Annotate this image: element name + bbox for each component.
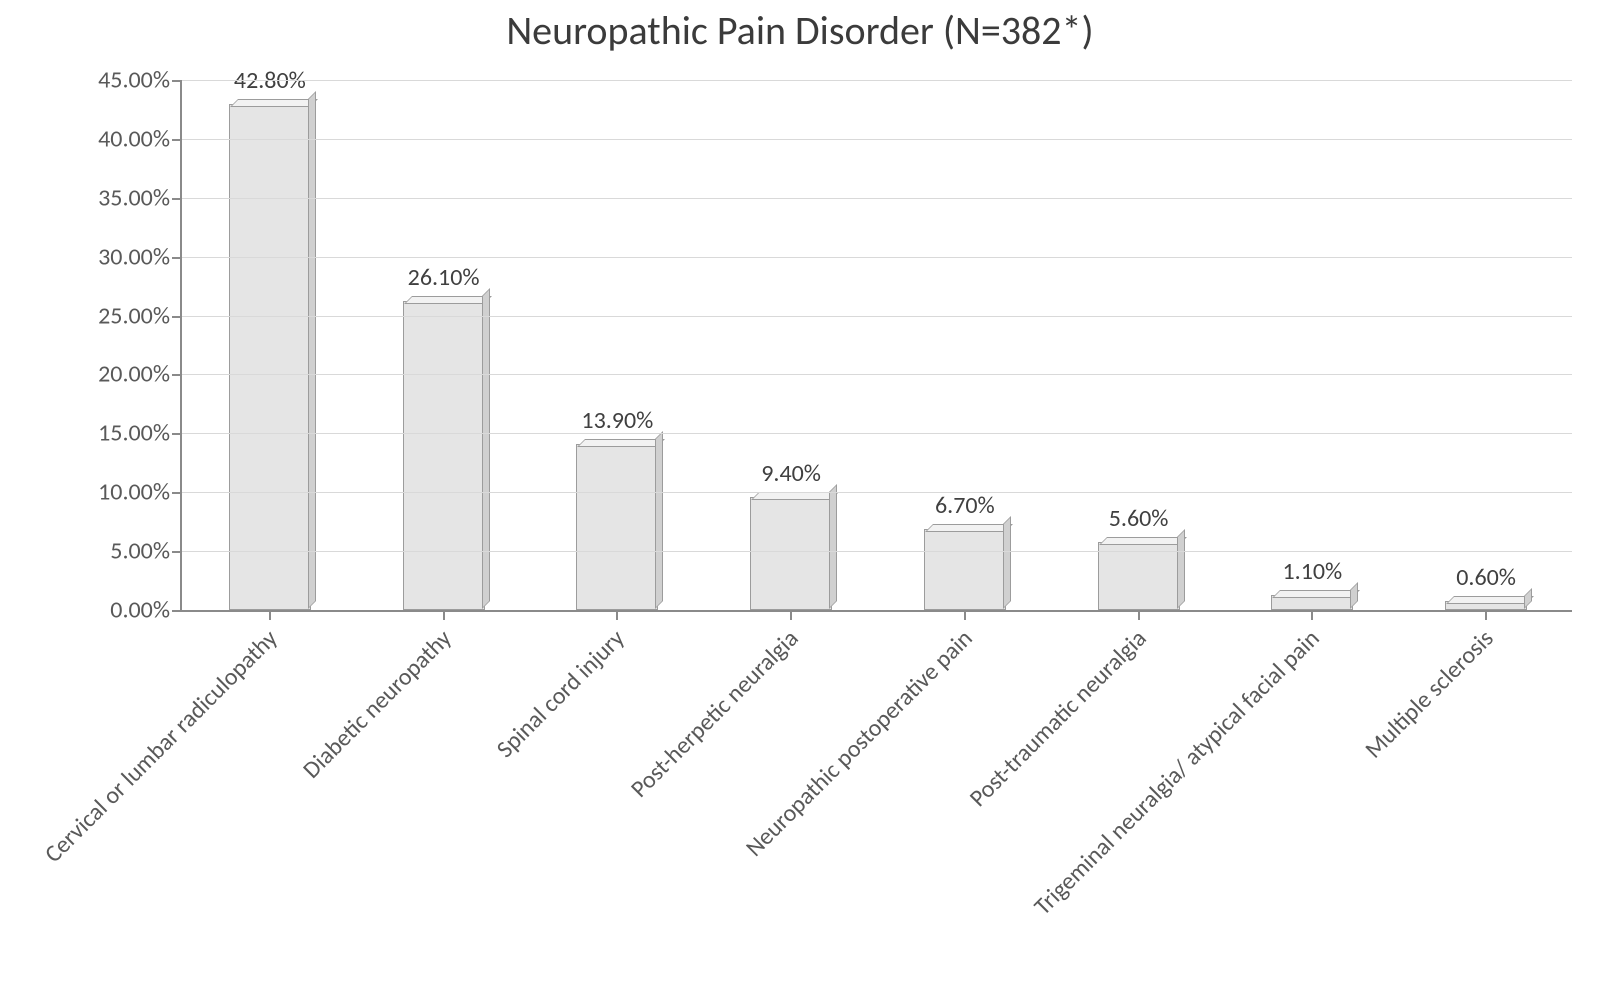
bar-value-label: 9.40% (761, 459, 821, 488)
gridline (182, 257, 1572, 258)
y-tick-label: 30.00% (98, 242, 182, 271)
y-tick-label: 15.00% (98, 419, 182, 448)
y-tick-label: 20.00% (98, 360, 182, 389)
bar-top-face (751, 492, 839, 500)
bar-top-face (404, 296, 492, 304)
bar: 42.80% (229, 104, 311, 610)
bar-value-label: 1.10% (1283, 557, 1343, 586)
y-tick-label: 0.00% (110, 596, 182, 625)
gridline (182, 374, 1572, 375)
bar-value-label: 13.90% (581, 406, 653, 435)
gridline (182, 316, 1572, 317)
bar-chart: Neuropathic Pain Disorder (N=382*) 42.80… (0, 0, 1600, 996)
bar-slot: 42.80% (182, 80, 356, 610)
y-tick-label: 40.00% (98, 124, 182, 153)
chart-title: Neuropathic Pain Disorder (N=382*) (0, 6, 1600, 55)
gridline (182, 80, 1572, 81)
bar-side-face (308, 91, 316, 609)
gridline (182, 198, 1572, 199)
y-tick-label: 25.00% (98, 301, 182, 330)
gridline (182, 433, 1572, 434)
bar-top-face (577, 439, 665, 447)
y-tick-label: 35.00% (98, 183, 182, 212)
bar-value-label: 0.60% (1456, 563, 1516, 592)
bar-side-face (482, 288, 490, 609)
y-tick-label: 45.00% (98, 66, 182, 95)
bar-top-face (1099, 537, 1187, 545)
bar-value-label: 5.60% (1109, 504, 1169, 533)
bar-value-label: 26.10% (408, 263, 480, 292)
y-tick-label: 10.00% (98, 478, 182, 507)
bar: 13.90% (576, 444, 658, 610)
bar-top-face (925, 524, 1013, 532)
y-tick-label: 5.00% (110, 537, 182, 566)
plot-area: 42.80%26.10%13.90%9.40%6.70%5.60%1.10%0.… (180, 80, 1572, 612)
bar-top-face (230, 99, 318, 107)
gridline (182, 492, 1572, 493)
gridline (182, 139, 1572, 140)
